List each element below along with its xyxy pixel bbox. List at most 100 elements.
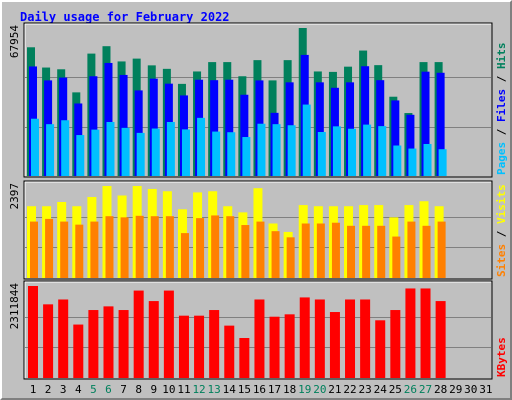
- kbytes-bar: [239, 338, 250, 378]
- kbytes-bar: [254, 299, 265, 378]
- x-tick-label: 19: [298, 383, 311, 396]
- kbytes-bar: [435, 301, 446, 378]
- pages-bar: [91, 129, 100, 176]
- pages-bar: [166, 121, 175, 176]
- files-bar: [149, 78, 158, 176]
- sites-bar: [150, 216, 159, 278]
- x-tick-label: 22: [343, 383, 356, 396]
- sites-bar: [120, 217, 129, 278]
- pages-bar: [287, 125, 296, 176]
- legend: Pages / Files / Hits: [495, 43, 508, 176]
- kbytes-bar: [163, 290, 174, 378]
- kbytes-bar: [103, 306, 114, 378]
- sites-bar: [286, 237, 295, 278]
- sites-bar: [45, 218, 54, 278]
- sites-bar: [135, 215, 144, 278]
- pages-bar: [197, 117, 206, 176]
- sites-bar: [347, 225, 356, 278]
- sites-bar: [75, 224, 84, 278]
- kbytes-bar: [269, 316, 280, 378]
- kbytes-bar: [284, 314, 295, 378]
- kbytes-bar: [194, 315, 205, 378]
- kbytes-bar: [299, 297, 310, 378]
- x-tick-label: 13: [208, 383, 221, 396]
- x-tick-label: 3: [60, 383, 67, 396]
- legend-sites: Sites: [495, 244, 508, 277]
- pages-bar: [363, 124, 372, 176]
- x-tick-label: 24: [374, 383, 388, 396]
- kbytes-bar: [360, 299, 371, 378]
- sites-bar: [362, 225, 371, 278]
- kbytes-bar: [209, 310, 220, 378]
- sites-bar: [211, 215, 220, 278]
- legend-hits: Hits: [495, 43, 508, 70]
- kbytes-bar: [224, 325, 235, 378]
- y-max-label: 67954: [8, 25, 21, 58]
- pages-bar: [212, 131, 221, 176]
- legend-separator: /: [495, 224, 508, 244]
- x-tick-label: 17: [268, 383, 281, 396]
- pages-bar: [31, 118, 39, 176]
- sites-bar: [256, 221, 265, 278]
- files-bar: [315, 82, 324, 176]
- x-tick-label: 26: [404, 383, 417, 396]
- pages-bar: [317, 132, 326, 176]
- x-tick-label: 30: [464, 383, 477, 396]
- legend-visits: Visits: [495, 184, 508, 224]
- pages-bar: [76, 135, 85, 176]
- pages-bar: [393, 145, 402, 176]
- x-tick-label: 4: [75, 383, 82, 396]
- pages-bar: [61, 120, 70, 176]
- kbytes-bar: [314, 299, 325, 378]
- kbytes-bar: [345, 299, 356, 378]
- x-tick-label: 7: [120, 383, 127, 396]
- sites-bar: [331, 222, 340, 278]
- x-tick-label: 20: [313, 383, 326, 396]
- x-tick-label: 11: [177, 383, 190, 396]
- x-tick-label: 6: [105, 383, 112, 396]
- sites-bar: [105, 216, 114, 278]
- sites-bar: [271, 231, 280, 278]
- kbytes-bar: [148, 301, 159, 378]
- sites-bar: [196, 218, 205, 278]
- legend: KBytes: [495, 337, 508, 377]
- x-tick-label: 1: [30, 383, 37, 396]
- x-tick-label: 31: [479, 383, 492, 396]
- y-max-label: 2311844: [8, 283, 21, 330]
- chart-title: Daily usage for February 2022: [20, 10, 230, 24]
- x-tick-label: 14: [223, 383, 237, 396]
- legend-files: Files: [495, 89, 508, 122]
- x-tick-label: 18: [283, 383, 296, 396]
- pages-bar: [151, 128, 160, 176]
- legend-separator: /: [495, 69, 508, 89]
- pages-bar: [257, 123, 266, 176]
- x-tick-label: 29: [449, 383, 462, 396]
- x-tick-label: 9: [150, 383, 157, 396]
- pages-bar: [106, 121, 115, 176]
- files-bar: [361, 66, 370, 176]
- sites-bar: [377, 225, 386, 278]
- kbytes-bar: [390, 310, 401, 378]
- x-tick-label: 5: [90, 383, 97, 396]
- pages-bar: [302, 104, 311, 176]
- files-bar: [225, 79, 234, 176]
- pages-bar: [121, 127, 130, 176]
- x-tick-label: 12: [192, 383, 205, 396]
- sites-bar: [165, 216, 174, 278]
- pages-bar: [46, 124, 55, 176]
- x-tick-label: 15: [238, 383, 251, 396]
- pages-bar: [181, 129, 190, 176]
- sites-bar: [226, 216, 235, 278]
- pages-bar: [423, 143, 432, 176]
- x-tick-label: 16: [253, 383, 266, 396]
- sites-bar: [407, 221, 416, 278]
- x-tick-label: 21: [328, 383, 341, 396]
- files-bar: [391, 100, 400, 176]
- kbytes-bar: [178, 315, 189, 378]
- sites-bar: [180, 233, 189, 278]
- files-bar: [406, 114, 415, 176]
- x-tick-label: 23: [359, 383, 372, 396]
- x-tick-label: 2: [45, 383, 52, 396]
- pages-bar: [408, 148, 417, 176]
